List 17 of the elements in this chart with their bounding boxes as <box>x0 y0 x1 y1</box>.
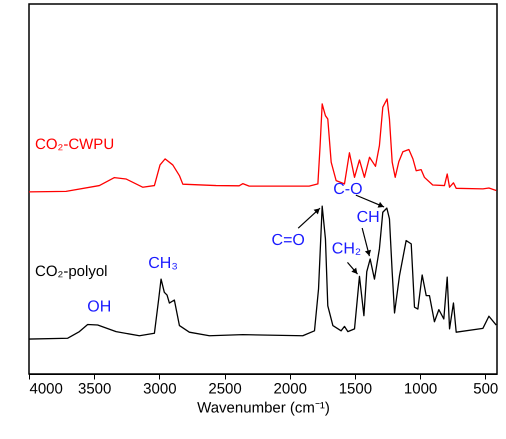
x-tick-label: 1000 <box>404 380 438 398</box>
x-tick-label: 2500 <box>208 380 242 398</box>
annotation: OH <box>87 298 112 316</box>
x-axis-title: Wavenumber (cm⁻¹) <box>197 400 330 416</box>
series-label: CO₂-CWPU <box>35 136 114 153</box>
x-tick-label: 4000 <box>30 380 63 398</box>
text: CO₂-polyol <box>35 263 108 280</box>
annotation: C=O <box>272 232 305 250</box>
x-tick-label: 3500 <box>78 380 112 398</box>
x-tick-label: 1500 <box>338 380 372 398</box>
annotation: CH₂ <box>332 240 362 258</box>
x-tick-label: 3000 <box>143 380 177 398</box>
annotation: CH₃ <box>148 255 178 272</box>
annotation: C-O <box>333 181 363 198</box>
annotation: CH <box>356 209 380 226</box>
x-tick-label: 2000 <box>274 380 307 398</box>
x-tick-label: 500 <box>473 380 498 398</box>
